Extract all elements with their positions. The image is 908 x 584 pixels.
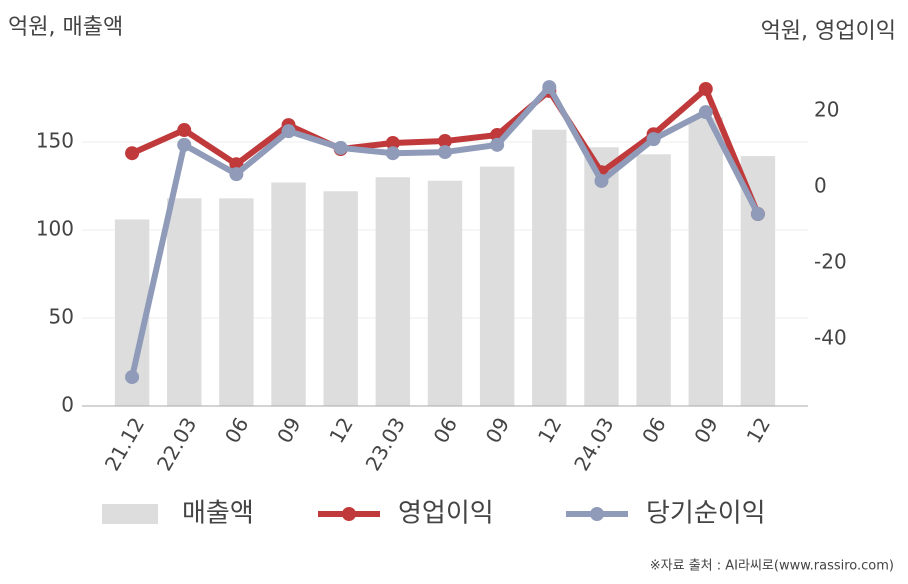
bar: [427, 180, 463, 406]
source: ※자료 출처 : AI라씨로(www.rassiro.com): [650, 559, 894, 574]
y2-tick-label: -40: [814, 326, 847, 350]
bar: [479, 166, 515, 406]
point: [229, 167, 244, 182]
x-tick-label: 09: [481, 413, 515, 447]
x-tick-label: 12: [533, 413, 567, 447]
bar: [584, 147, 619, 406]
x-tick-label: 06: [429, 413, 463, 447]
x-tick-label: 09: [689, 413, 723, 447]
x-tick-label: 23.03: [361, 413, 410, 475]
bar: [375, 177, 411, 406]
x-tick-label: 21.12: [100, 413, 149, 475]
bar: [219, 198, 254, 406]
y2-tick-label: 0: [814, 174, 827, 198]
legend-marker: [590, 507, 604, 521]
bar: [688, 117, 723, 407]
point: [542, 80, 557, 95]
x-tick-label: 12: [742, 413, 776, 447]
point: [438, 145, 452, 160]
point: [750, 207, 765, 222]
point: [698, 81, 713, 96]
point: [438, 134, 452, 149]
point: [125, 146, 140, 161]
x-tick-label: 06: [637, 413, 671, 447]
point: [281, 124, 296, 139]
point: [385, 146, 400, 161]
y-tick-label: 50: [49, 305, 74, 329]
x-tick-label: 12: [324, 413, 358, 447]
point: [333, 140, 348, 155]
x-tick-label: 24.03: [569, 413, 618, 475]
legend-swatch: [102, 504, 158, 524]
x-tick-label: 09: [272, 413, 306, 447]
y2-tick-label: 20: [814, 98, 839, 122]
y-tick-label: 100: [36, 217, 74, 241]
y-tick-label: 150: [36, 129, 74, 153]
x-tick-label: 06: [220, 413, 254, 447]
bar: [271, 182, 306, 406]
point: [490, 137, 505, 152]
point: [177, 123, 192, 138]
y-tick-label: 0: [61, 393, 74, 417]
point: [594, 173, 609, 188]
bar: [167, 198, 202, 406]
bar: [532, 129, 567, 406]
bar: [323, 191, 358, 406]
x-tick-label: 22.03: [152, 413, 201, 475]
point: [385, 135, 400, 150]
point: [177, 137, 192, 152]
y2-tick-label: -20: [814, 250, 847, 274]
point: [125, 370, 140, 385]
legend-marker: [342, 507, 356, 521]
legend-label: 매출액: [182, 499, 254, 529]
point: [646, 132, 661, 147]
y2-axis-label: 억원, 영업이익: [761, 19, 896, 44]
bar: [636, 154, 671, 406]
legend-label: 당기순이익: [646, 499, 766, 529]
y-axis-label: 억원, 매출액: [8, 15, 123, 40]
legend-label: 영업이익: [398, 499, 494, 529]
point: [698, 105, 713, 120]
